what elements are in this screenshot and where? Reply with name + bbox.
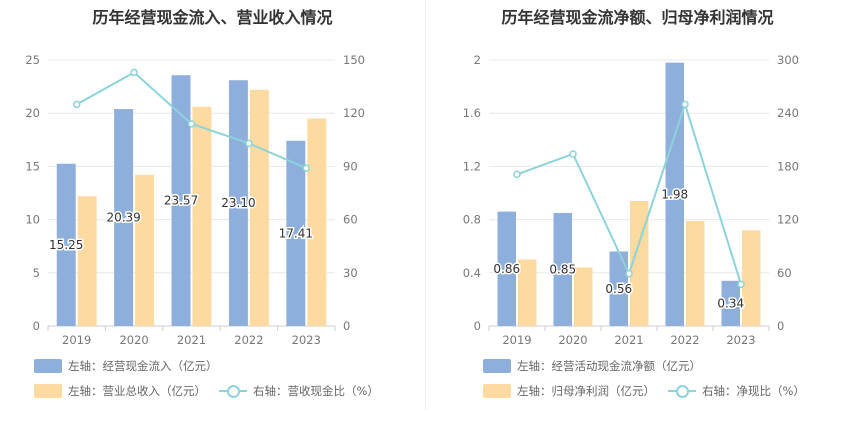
ratio-point [302,164,311,172]
chart-plot-cash-inflow: 0 5 10 15 20 25 0 30 60 90 120 150 2019 2020 2021 2022 2… [25,53,365,347]
y-right-tick-label: 60 [777,266,792,280]
bar-primary [171,75,191,326]
ratio-point [513,170,521,179]
y-left-tick-label: 2 [474,53,481,67]
x-tick-label: 2022 [234,333,263,347]
chart-title: 历年经营现金流入、营业收入情况 [92,8,333,27]
legend-label: 右轴：营收现金比（%） [253,384,379,398]
y-left-tick-label: 10 [25,213,40,227]
legend-label: 左轴：归母净利润（亿元） [517,384,655,398]
bar-data-label: 0.34 [717,296,744,310]
x-tick-label: 2020 [558,333,587,347]
y-right-tick-label: 0 [343,319,350,333]
ratio-point [72,100,81,109]
y-right-tick-label: 240 [777,106,799,120]
y-right-tick-label: 300 [777,53,799,67]
ratio-point [187,120,196,128]
bar-secondary [630,200,649,326]
chart-panel-cash-inflow: 历年经营现金流入、营业收入情况 0 5 10 15 20 25 0 30 60 90 120 150 2… [25,8,379,399]
y-left-tick-label: 25 [25,53,40,67]
x-tick-label: 2019 [502,333,531,347]
legend-item-net-operating-cash[interactable]: 左轴：经营活动现金流净额（亿元） [483,358,701,374]
bar-secondary [77,196,97,326]
ratio-point [625,269,633,278]
bar-secondary [742,230,761,326]
y-left-tick-label: 0.4 [463,266,481,280]
chart-plot-net-cash: 0 0.4 0.8 1.2 1.6 2 0 60 120 180 240 300 2019 2020 202… [463,53,799,347]
y-left-tick-label: 1.2 [463,159,481,173]
y-right-tick-label: 120 [343,106,365,120]
bar-data-label: 20.39 [106,211,140,225]
y-left-tick-label: 1.6 [463,106,481,120]
ratio-point [569,150,577,158]
bar-data-label: 1.98 [661,187,688,201]
bar-secondary [307,118,327,327]
bar-secondary [518,259,537,326]
legend-item-cash-inflow[interactable]: 左轴：经营现金流入（亿元） [34,358,218,374]
legend-swatch-icon [34,359,62,373]
bar-secondary [574,267,593,326]
ratio-point [681,100,689,109]
y-right-tick-label: 0 [777,319,784,333]
legend-label: 左轴：营业总收入（亿元） [68,384,206,398]
legend-label: 右轴：净现比（%） [702,384,805,398]
legend-item-revenue[interactable]: 左轴：营业总收入（亿元） [34,383,206,399]
legend-item-net-cash-ratio[interactable]: 右轴：净现比（%） [668,383,805,399]
bar-data-label: 23.10 [221,196,255,210]
x-tick-label: 2022 [670,333,699,347]
y-left-tick-label: 15 [25,159,40,173]
x-tick-label: 2020 [119,333,148,347]
y-left-tick-label: 0.8 [463,213,481,227]
x-tick-label: 2023 [292,333,321,347]
y-right-tick-label: 90 [343,159,358,173]
legend-label: 左轴：经营现金流入（亿元） [68,359,218,373]
bar-primary [286,140,306,326]
bar-secondary [192,106,212,326]
legend-line-icon [219,384,247,398]
legend-swatch-icon [483,384,511,398]
bar-primary [553,212,572,326]
ratio-point [130,68,138,77]
bar-data-label: 23.57 [164,194,198,208]
y-right-tick-label: 180 [777,159,799,173]
ratio-point [245,139,253,148]
bar-primary [114,109,134,326]
bar-data-label: 0.86 [493,262,520,276]
x-tick-label: 2019 [62,333,91,347]
bar-secondary [686,220,705,326]
y-right-tick-label: 60 [343,213,358,227]
y-left-tick-label: 5 [33,266,40,280]
panel-divider [425,0,426,410]
legend-swatch-icon [483,359,511,373]
chart-title: 历年经营现金流净额、归母净利润情况 [501,8,774,27]
bar-secondary [135,174,155,326]
bar-data-label: 17.41 [279,226,313,240]
chart-panel-net-cash: 历年经营现金流净额、归母净利润情况 0 0.4 0.8 1.2 1.6 2 0 60 120 18… [425,0,850,437]
y-left-tick-label: 20 [25,106,40,120]
y-right-tick-label: 30 [343,266,358,280]
x-tick-label: 2021 [614,333,643,347]
ratio-point [737,280,745,289]
ratio-line [516,101,742,285]
bar-data-label: 15.25 [49,238,83,252]
y-left-tick-label: 0 [33,319,40,333]
y-right-tick-label: 120 [777,213,799,227]
legend-item-net-profit[interactable]: 左轴：归母净利润（亿元） [483,383,655,399]
bar-data-label: 0.85 [549,262,576,276]
y-right-tick-label: 150 [343,53,365,67]
bar-data-label: 0.56 [605,282,632,296]
bar-primary [665,62,684,326]
y-left-tick-label: 0 [474,319,481,333]
legend-label: 左轴：经营活动现金流净额（亿元） [517,359,701,373]
x-tick-label: 2023 [726,333,755,347]
bar-primary [609,251,628,326]
bar-primary [56,163,76,326]
legend-swatch-icon [34,384,62,398]
legend-item-revenue-cash-ratio[interactable]: 右轴：营收现金比（%） [219,383,379,399]
x-tick-label: 2021 [177,333,206,347]
legend-line-icon [668,384,696,398]
bar-primary [721,280,740,326]
bar-primary [497,211,516,326]
